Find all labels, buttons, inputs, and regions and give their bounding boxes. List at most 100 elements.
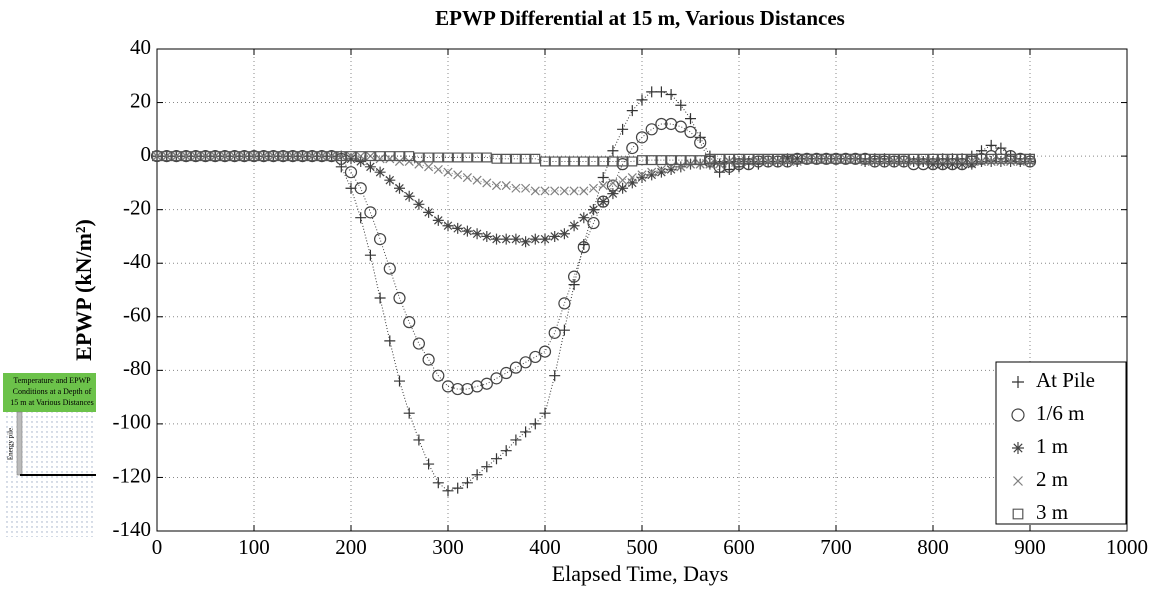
- data-point: [297, 151, 308, 161]
- series: [152, 151, 1035, 167]
- data-point: [239, 151, 250, 162]
- data-point: [200, 151, 211, 162]
- data-point: [394, 375, 405, 387]
- x-tick-label: 700: [820, 535, 852, 559]
- legend-marker: [1012, 442, 1024, 454]
- data-point: [840, 153, 851, 164]
- data-point: [171, 151, 182, 162]
- data-point: [481, 461, 493, 473]
- data-point: [928, 153, 938, 164]
- data-point: [685, 113, 696, 125]
- data-point: [520, 153, 531, 164]
- data-point: [364, 206, 377, 219]
- data-point: [259, 151, 269, 161]
- data-point: [724, 153, 735, 164]
- data-point: [510, 153, 521, 164]
- data-point: [549, 230, 561, 242]
- data-point: [529, 233, 541, 245]
- data-point: [364, 249, 376, 261]
- data-point: [588, 156, 599, 167]
- data-point: [656, 164, 666, 175]
- data-point: [655, 166, 667, 178]
- data-point: [577, 241, 590, 254]
- legend-marker: [1012, 376, 1024, 388]
- data-point: [782, 153, 793, 164]
- inset-header: [3, 373, 96, 412]
- data-point: [451, 383, 464, 396]
- data-point: [472, 152, 483, 163]
- data-point: [422, 353, 435, 366]
- data-point: [394, 151, 405, 162]
- data-point: [220, 151, 230, 161]
- data-point: [491, 181, 502, 191]
- data-point: [181, 151, 191, 161]
- data-point: [374, 166, 386, 178]
- data-point: [540, 156, 550, 167]
- data-point: [355, 212, 367, 224]
- x-axis-label: Elapsed Time, Days: [552, 561, 729, 586]
- data-point: [385, 154, 395, 164]
- data-point: [568, 279, 580, 291]
- data-point: [539, 233, 551, 245]
- data-point: [423, 152, 434, 163]
- data-point: [394, 182, 405, 194]
- legend-label: At Pile: [1036, 368, 1095, 392]
- inset-pile-label: Energy pile: [7, 428, 15, 460]
- x-tick-label: 600: [723, 535, 755, 559]
- data-point: [617, 156, 628, 167]
- data-point: [715, 159, 725, 169]
- data-point: [588, 183, 599, 193]
- data-point: [491, 233, 502, 245]
- data-point: [549, 370, 561, 382]
- data-point: [665, 89, 677, 101]
- data-point: [354, 182, 367, 195]
- data-point: [482, 178, 492, 188]
- data-point: [549, 156, 560, 167]
- data-point: [500, 233, 512, 245]
- data-point: [898, 153, 909, 164]
- data-point: [713, 160, 726, 173]
- data-point: [694, 136, 707, 149]
- data-point: [656, 155, 667, 166]
- data-point: [462, 152, 473, 163]
- legend: At Pile 1/6 m 1 m 2 m 3 m: [995, 361, 1127, 525]
- data-point: [967, 156, 977, 167]
- data-point: [569, 186, 579, 196]
- x-tick-label: 800: [917, 535, 949, 559]
- data-point: [500, 366, 513, 380]
- y-tick-label: -100: [113, 410, 152, 434]
- y-tick-label: 40: [130, 35, 151, 59]
- data-point: [559, 186, 569, 196]
- data-point: [375, 151, 386, 162]
- inset-pile: [16, 411, 23, 476]
- data-point: [335, 161, 347, 173]
- data-point: [928, 156, 938, 167]
- data-point: [909, 156, 919, 167]
- data-point: [432, 214, 444, 226]
- data-point: [219, 151, 230, 162]
- data-point: [568, 220, 580, 232]
- data-point: [947, 153, 958, 164]
- data-point: [453, 170, 463, 180]
- data-point: [297, 151, 308, 162]
- data-point: [655, 117, 668, 130]
- data-point: [278, 151, 289, 162]
- data-point: [675, 99, 687, 111]
- data-point: [569, 156, 580, 167]
- data-point: [607, 145, 619, 157]
- data-point: [519, 356, 532, 369]
- data-point: [383, 262, 396, 275]
- data-point: [452, 152, 463, 163]
- data-point: [491, 453, 502, 465]
- data-point: [792, 156, 802, 167]
- data-point: [558, 324, 570, 336]
- data-point: [307, 151, 317, 161]
- data-point: [617, 182, 629, 194]
- data-point: [607, 188, 619, 200]
- data-point: [461, 225, 473, 237]
- data-point: [521, 183, 531, 193]
- data-point: [907, 158, 920, 171]
- data-point: [393, 292, 406, 305]
- data-point: [995, 153, 1006, 164]
